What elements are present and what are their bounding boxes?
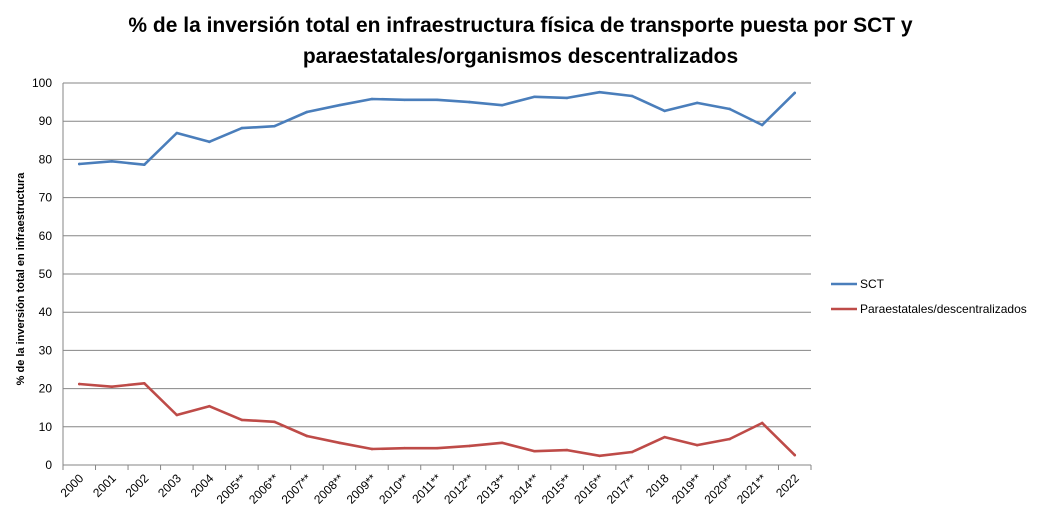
gridlines [63, 82, 811, 428]
data-point [110, 385, 114, 388]
x-tick-label: 2008** [311, 471, 347, 507]
y-axis-title: % de la inversión total en infraestructu… [15, 172, 27, 386]
data-point [77, 382, 81, 386]
data-point [435, 98, 439, 102]
y-tick-label: 50 [39, 267, 53, 281]
x-tick-label: 2010** [376, 471, 412, 507]
y-tick-label: 70 [39, 191, 53, 205]
data-point [273, 420, 276, 424]
data-point [760, 421, 764, 425]
x-tick-label: 2002 [123, 471, 152, 500]
data-point [468, 100, 471, 104]
data-point [403, 446, 406, 450]
data-point [305, 110, 309, 114]
x-tick-label: 2020** [701, 471, 737, 507]
data-point [77, 162, 81, 166]
x-tick-label: 2018 [643, 471, 672, 500]
x-tick-label: 2003 [155, 471, 184, 500]
series-line-sct [78, 90, 797, 166]
data-point [695, 443, 699, 447]
data-point [695, 101, 699, 105]
series-line-paraestatales [78, 381, 797, 458]
x-tick-label: 2006** [246, 471, 282, 507]
data-point [305, 434, 309, 438]
data-point [565, 448, 569, 452]
y-tick-label: 60 [39, 229, 53, 243]
chart-title-line-1: % de la inversión total en infraestructu… [128, 14, 913, 37]
data-point [728, 107, 731, 111]
data-point [500, 103, 504, 107]
x-tick-label: 2021** [734, 471, 770, 507]
data-point [175, 131, 179, 135]
y-tick-label: 30 [39, 343, 53, 357]
legend-label: Paraestatales/descentralizados [860, 302, 1027, 316]
x-tick-label: 2014** [506, 471, 542, 507]
data-point [598, 454, 601, 458]
data-point [143, 381, 146, 385]
data-point [565, 96, 569, 100]
data-point [240, 418, 244, 422]
data-point [208, 140, 211, 144]
x-tick-label: 2009** [344, 471, 380, 507]
data-point [110, 160, 114, 163]
data-point [793, 91, 797, 95]
y-tick-label: 80 [39, 152, 53, 166]
x-tick-label: 2019** [669, 471, 705, 507]
data-point [663, 435, 666, 439]
x-tick-label: 2000 [58, 471, 87, 500]
data-point [760, 123, 764, 127]
data-point [728, 437, 731, 441]
x-tick-label: 2007** [279, 471, 315, 507]
data-point [793, 453, 797, 457]
data-point [370, 447, 374, 451]
x-tick-label: 2005** [214, 471, 250, 507]
data-point [630, 450, 634, 454]
series-lines [77, 90, 797, 458]
y-tick-label: 20 [39, 382, 53, 396]
data-point [598, 90, 601, 94]
data-point [663, 109, 666, 113]
data-point [533, 95, 536, 99]
data-point [338, 103, 341, 107]
data-point [338, 441, 341, 445]
data-point [500, 441, 504, 445]
x-tick-label: 2004 [188, 471, 217, 500]
data-point [143, 163, 146, 167]
chart-title: % de la inversión total en infraestructu… [0, 10, 1041, 72]
x-tick-label: 2012** [441, 471, 477, 507]
x-tick-label: 2015** [539, 471, 575, 507]
x-tick-label: 2001 [90, 471, 119, 500]
data-point [240, 126, 244, 130]
data-point [630, 94, 634, 98]
y-tick-label: 0 [45, 458, 52, 472]
data-point [533, 449, 536, 453]
x-tick-label: 2011** [409, 471, 444, 506]
y-tick-label: 10 [39, 420, 53, 434]
data-point [208, 404, 211, 408]
legend-label: SCT [860, 277, 885, 291]
y-tick-label: 90 [39, 114, 53, 128]
y-tick-label: 40 [39, 305, 53, 319]
chart-title-line-2: paraestatales/organismos descentralizado… [302, 45, 739, 68]
data-point [403, 98, 406, 102]
x-tick-label: 2013** [474, 471, 510, 507]
data-point [370, 97, 374, 101]
x-tick-label: 2016** [571, 471, 607, 507]
x-tick-label: 2017** [604, 471, 640, 507]
data-point [175, 413, 179, 417]
x-tick-label: 2022 [773, 471, 802, 500]
data-point [273, 124, 276, 128]
data-point [468, 444, 471, 448]
data-point [435, 446, 439, 450]
y-tick-label: 100 [32, 76, 52, 90]
legend: SCT Paraestatales/descentralizados [831, 277, 1027, 316]
